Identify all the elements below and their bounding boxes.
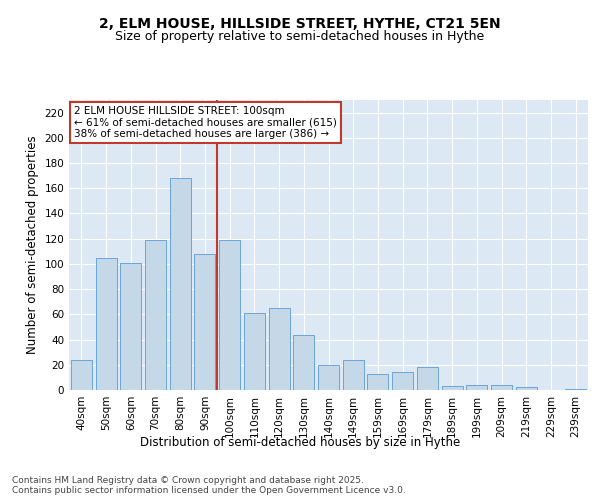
Bar: [170, 178, 191, 390]
Text: 2 ELM HOUSE HILLSIDE STREET: 100sqm
← 61% of semi-detached houses are smaller (6: 2 ELM HOUSE HILLSIDE STREET: 100sqm ← 61…: [74, 106, 337, 139]
Bar: [269, 308, 290, 390]
Bar: [466, 385, 487, 390]
Bar: [367, 374, 388, 390]
Bar: [565, 388, 586, 390]
Bar: [343, 360, 364, 390]
Bar: [442, 386, 463, 390]
Bar: [293, 334, 314, 390]
Bar: [194, 254, 215, 390]
Bar: [417, 368, 438, 390]
Text: Size of property relative to semi-detached houses in Hythe: Size of property relative to semi-detach…: [115, 30, 485, 43]
Bar: [392, 372, 413, 390]
Bar: [516, 388, 537, 390]
Bar: [95, 258, 116, 390]
Text: Distribution of semi-detached houses by size in Hythe: Distribution of semi-detached houses by …: [140, 436, 460, 449]
Bar: [219, 240, 240, 390]
Bar: [71, 360, 92, 390]
Text: Contains HM Land Registry data © Crown copyright and database right 2025.
Contai: Contains HM Land Registry data © Crown c…: [12, 476, 406, 495]
Bar: [491, 385, 512, 390]
Text: 2, ELM HOUSE, HILLSIDE STREET, HYTHE, CT21 5EN: 2, ELM HOUSE, HILLSIDE STREET, HYTHE, CT…: [99, 18, 501, 32]
Bar: [120, 262, 141, 390]
Y-axis label: Number of semi-detached properties: Number of semi-detached properties: [26, 136, 39, 354]
Bar: [244, 313, 265, 390]
Bar: [145, 240, 166, 390]
Bar: [318, 365, 339, 390]
